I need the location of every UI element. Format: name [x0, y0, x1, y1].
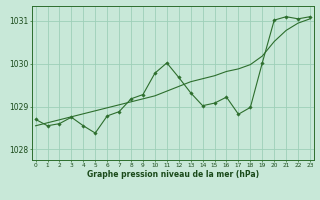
X-axis label: Graphe pression niveau de la mer (hPa): Graphe pression niveau de la mer (hPa) — [87, 170, 259, 179]
